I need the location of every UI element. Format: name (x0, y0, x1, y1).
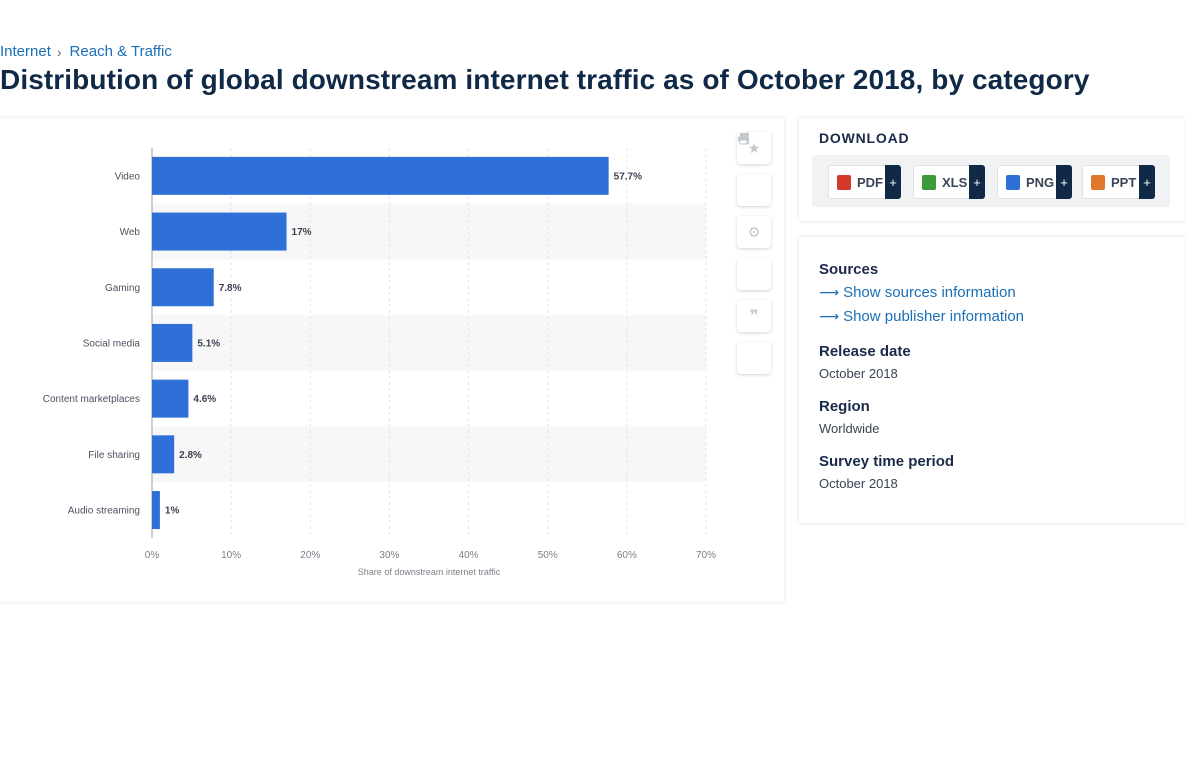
download-pdf-label: PDF (857, 174, 883, 190)
show-sources-label: Show sources information (843, 284, 1016, 301)
png-file-icon (1006, 174, 1020, 190)
chart-toolbar: ★ ⚙ ❞ (737, 132, 773, 384)
download-buttons: PDF + XLS + PNG + PPT + (812, 155, 1170, 207)
bar-content-marketplaces (152, 379, 189, 418)
download-panel: DOWNLOAD PDF + XLS + PNG + PPT + (799, 118, 1185, 221)
breadcrumb-item-reach-traffic[interactable]: Reach & Traffic (69, 43, 172, 60)
download-xls-button[interactable]: XLS + (913, 165, 985, 199)
category-label: Web (120, 227, 141, 238)
data-label: 7.8% (219, 283, 242, 294)
survey-period-value: October 2018 (819, 476, 898, 491)
bar-chart: 0% 10% 20% 30% 40% 50% 60% 70% Video 57.7% Web 17% G… (43, 148, 716, 577)
category-label: Content marketplaces (43, 394, 140, 405)
x-axis-title: Share of downstream internet traffic (358, 567, 501, 577)
bar-gaming (152, 268, 214, 307)
ppt-file-icon (1091, 174, 1105, 190)
chart-card: 0% 10% 20% 30% 40% 50% 60% 70% Video 57.7% Web 17% G… (0, 118, 784, 602)
arrow-right-icon: ⟶ (819, 308, 840, 324)
category-label: File sharing (88, 450, 140, 461)
download-pdf-button[interactable]: PDF + (828, 165, 901, 199)
x-tick-label: 20% (300, 550, 320, 561)
cite-button[interactable]: ❞ (737, 300, 771, 332)
download-xls-plus[interactable]: + (969, 165, 985, 199)
download-png-plus[interactable]: + (1056, 165, 1072, 199)
download-ppt-plus[interactable]: + (1139, 165, 1155, 199)
quote-icon: ❞ (749, 308, 759, 325)
settings-button[interactable]: ⚙ (737, 216, 771, 248)
notification-button[interactable] (737, 133, 771, 206)
bar-file-sharing (152, 435, 175, 474)
x-tick-label: 60% (617, 550, 637, 561)
x-tick-label: 30% (379, 550, 399, 561)
release-date-value: October 2018 (819, 366, 898, 381)
x-tick-label: 70% (696, 550, 716, 561)
region-heading: Region (819, 398, 870, 415)
x-tick-label: 50% (538, 550, 558, 561)
show-publisher-label: Show publisher information (843, 308, 1025, 325)
print-button[interactable] (737, 133, 771, 374)
print-icon (738, 133, 749, 145)
data-label: 4.6% (193, 394, 216, 405)
category-label: Video (115, 171, 141, 182)
download-ppt-button[interactable]: PPT + (1082, 165, 1155, 199)
category-label: Gaming (105, 283, 140, 294)
x-tick-label: 0% (145, 550, 160, 561)
arrow-right-icon: ⟶ (819, 284, 840, 300)
show-publisher-link[interactable]: ⟶ Show publisher information (819, 308, 1024, 325)
breadcrumb-chevron-icon: › (56, 43, 62, 60)
sources-heading: Sources (819, 261, 879, 278)
pdf-file-icon (837, 174, 851, 190)
download-xls-label: XLS (942, 174, 968, 190)
breadcrumb: Internet › Reach & Traffic (0, 43, 172, 60)
data-label: 5.1% (197, 338, 220, 349)
survey-period-heading: Survey time period (819, 453, 955, 470)
share-button[interactable] (737, 132, 771, 290)
data-label: 57.7% (614, 171, 642, 182)
release-date-heading: Release date (819, 343, 911, 360)
show-sources-link[interactable]: ⟶ Show sources information (819, 284, 1016, 301)
download-png-label: PNG (1026, 174, 1055, 190)
bar-video (152, 156, 609, 195)
region-value: Worldwide (819, 421, 880, 436)
statistic-info-panel: Sources ⟶ Show sources information ⟶ Show … (799, 237, 1185, 523)
bar-web (152, 212, 287, 251)
download-ppt-label: PPT (1111, 174, 1137, 190)
data-label: 17% (292, 227, 312, 238)
download-title: DOWNLOAD (819, 130, 910, 146)
download-pdf-plus[interactable]: + (885, 165, 901, 199)
data-label: 1% (165, 506, 180, 517)
x-tick-label: 40% (459, 550, 479, 561)
page-title: Distribution of global downstream intern… (0, 64, 1090, 95)
bar-audio-streaming (152, 491, 160, 530)
star-icon: ★ (747, 139, 761, 156)
row-band (152, 315, 706, 371)
category-label: Social media (83, 338, 141, 349)
category-label: Audio streaming (68, 506, 140, 517)
data-label: 2.8% (179, 450, 202, 461)
gear-icon: ⚙ (747, 223, 761, 240)
download-png-button[interactable]: PNG + (997, 165, 1072, 199)
bar-social-media (152, 323, 193, 362)
xls-file-icon (922, 174, 936, 190)
row-band (152, 426, 706, 483)
breadcrumb-item-internet[interactable]: Internet (0, 43, 51, 60)
x-tick-label: 10% (221, 550, 241, 561)
